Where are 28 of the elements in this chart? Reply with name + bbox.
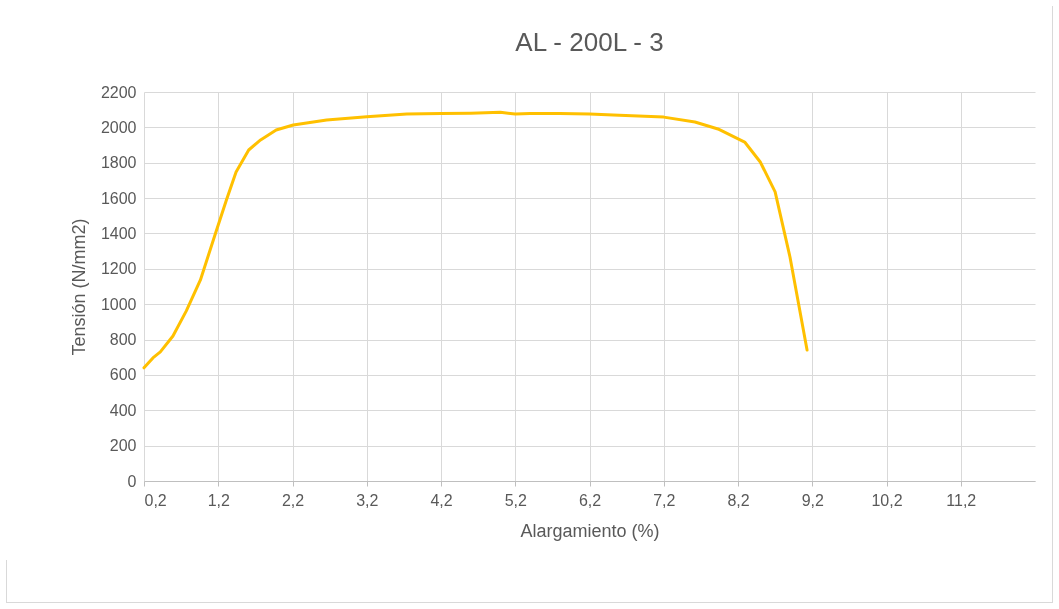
x-tick-label: 8,2 xyxy=(727,491,750,509)
y-tick-label: 1200 xyxy=(100,260,137,278)
y-tick-label: 2000 xyxy=(100,118,137,136)
y-tick-label: 2200 xyxy=(100,83,137,101)
y-tick-label: 600 xyxy=(109,366,137,384)
x-tick-label: 0,2 xyxy=(144,491,167,509)
x-tick-label: 2,2 xyxy=(281,491,305,509)
y-tick-label: 1000 xyxy=(100,295,137,313)
y-tick-label: 200 xyxy=(109,437,137,455)
y-tick-label: 1400 xyxy=(100,224,137,242)
x-tick-label: 5,2 xyxy=(504,491,527,509)
x-tick-label: 7,2 xyxy=(653,491,676,509)
y-tick-label: 1800 xyxy=(100,154,137,172)
x-tick-label: 4,2 xyxy=(430,491,453,509)
x-tick-label: 3,2 xyxy=(356,491,379,509)
y-tick-label: 800 xyxy=(109,331,137,349)
x-tick-label: 6,2 xyxy=(578,491,602,509)
x-tick-label: 1,2 xyxy=(207,491,230,509)
x-tick-label: 9,2 xyxy=(801,491,824,509)
x-tick-label: 11,2 xyxy=(946,491,977,509)
y-axis-title: Tensión (N/mm2) xyxy=(68,218,89,356)
y-tick-label: 400 xyxy=(109,401,137,419)
x-tick-label: 10,2 xyxy=(871,491,903,509)
y-tick-label: 1600 xyxy=(100,189,137,207)
y-tick-label: 0 xyxy=(127,472,137,490)
line-series xyxy=(142,110,809,370)
x-axis-title: Alargamiento (%) xyxy=(520,520,660,541)
chart-title: AL - 200L - 3 xyxy=(515,27,664,57)
